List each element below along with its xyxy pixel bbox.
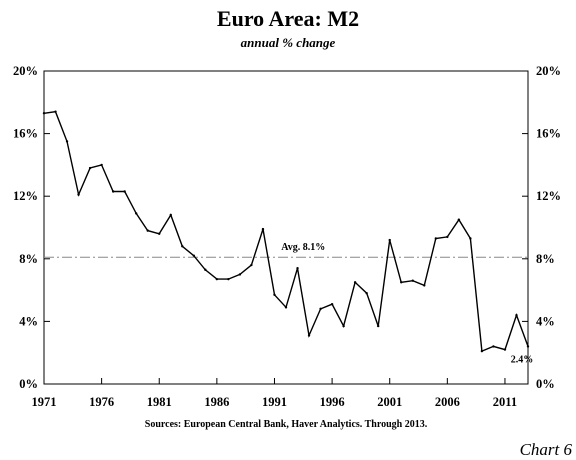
data-point [238,273,242,276]
x-tick-label: 2011 [493,395,517,409]
data-point [100,163,103,167]
data-point [134,212,138,215]
data-point [296,266,299,270]
x-tick-label: 2001 [377,395,402,409]
source-note: Sources: European Central Bank, Haver An… [145,419,428,430]
data-point [111,190,115,193]
data-point [204,268,207,271]
x-tick-label: 1976 [89,395,114,409]
data-point [411,279,414,282]
data-point [307,334,311,337]
data-point [434,237,438,240]
data-point [181,245,184,248]
data-point [65,140,69,143]
y-axis-right: 0% 4% 8% 12% 16% 20% [522,64,561,391]
data-point [169,213,172,217]
y-tick-label-left: 0% [19,377,38,391]
y-tick-label-left: 20% [13,64,38,78]
y-tick-label-left: 12% [13,189,38,203]
data-point [526,345,530,348]
chart-number: Chart 6 [520,440,573,459]
x-tick-label: 1991 [262,395,287,409]
last-value-label: 2.4% [511,354,534,365]
y-tick-label-left: 4% [19,314,38,328]
data-point [342,324,345,328]
data-point [88,166,92,170]
x-axis: 1971 1976 1981 1986 1991 1996 2001 2006 2011 [32,378,517,409]
y-tick-label-right: 4% [536,314,555,328]
data-point [353,281,357,284]
data-point [273,293,276,296]
data-point [215,277,219,281]
data-point [515,313,518,317]
data-point [192,254,196,257]
data-point [400,281,403,284]
data-point [469,237,472,240]
y-axis-left: 0% 4% 8% 12% 16% 20% [13,64,50,391]
average-label: Avg. 8.1% [281,242,325,253]
data-point [319,307,322,311]
y-tick-label-right: 20% [536,64,561,78]
x-tick-label: 1971 [32,395,57,409]
data-point [376,324,380,328]
y-tick-label-left: 16% [13,127,38,141]
data-point [77,193,80,196]
y-tick-label-left: 8% [19,252,38,266]
data-point [158,232,161,235]
data-point [365,292,368,295]
data-point [423,284,426,287]
y-tick-label-right: 16% [536,127,561,141]
series-points [42,110,530,353]
x-tick-label: 1996 [320,395,345,409]
chart-title: Euro Area: M2 [217,6,359,31]
data-point [503,348,507,351]
data-point [446,235,449,239]
y-tick-label-right: 0% [536,377,555,391]
x-tick-label: 1981 [147,395,172,409]
data-point [146,229,149,232]
data-point [42,112,46,115]
y-tick-label-right: 8% [536,252,555,266]
plot-frame [43,70,529,385]
data-point [250,263,253,267]
data-point [227,277,230,281]
x-tick-label: 1986 [204,395,229,409]
data-point [123,190,126,193]
data-point [457,218,461,221]
data-point [284,306,288,309]
data-point [492,345,495,348]
data-point [261,227,265,231]
data-point [480,349,484,353]
m2-series-line [43,110,529,353]
y-tick-label-right: 12% [536,189,561,203]
data-point [54,110,57,113]
chart-subtitle: annual % change [241,35,336,50]
data-point [330,302,334,306]
x-tick-label: 2006 [435,395,460,409]
data-point [388,238,391,242]
